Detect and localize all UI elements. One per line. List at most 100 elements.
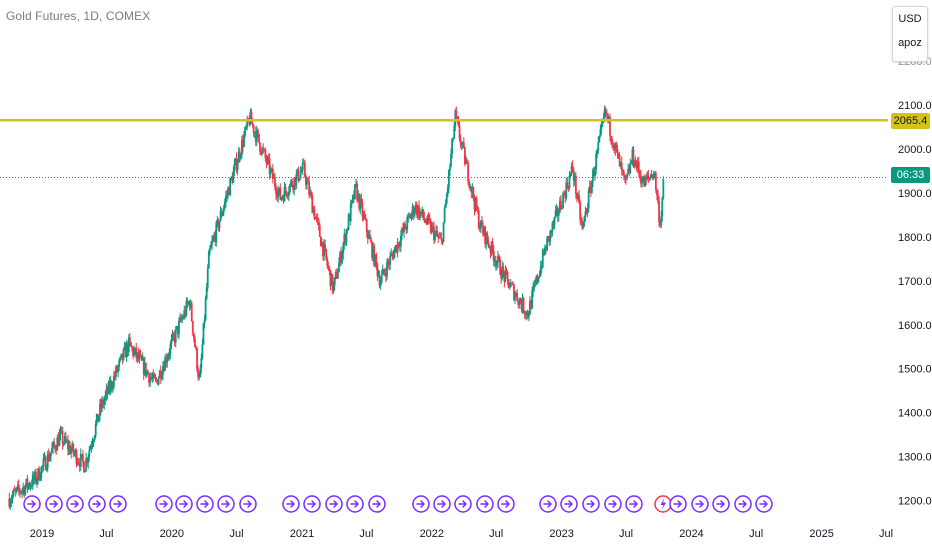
candle-body (430, 225, 433, 233)
candle-body (563, 193, 566, 195)
candle-body (216, 219, 219, 223)
candle-body (41, 465, 44, 468)
candle-body (122, 349, 125, 361)
candle-body (366, 232, 369, 239)
time-label: Jul (879, 528, 893, 540)
dividend-arrow-icon[interactable] (539, 495, 557, 513)
dividend-arrow-icon[interactable] (239, 495, 257, 513)
candle-body (473, 198, 476, 210)
time-axis[interactable]: 2019 Jul 2020 Jul 2021 Jul 2022 Jul 2023 Jul 2024 J… (30, 528, 893, 540)
candle-body (387, 261, 389, 264)
price-axis[interactable]: 2100.0 2000.0 1900.0 1800.0 1700.0 1600.0 1500… (898, 56, 932, 508)
candle-body (580, 219, 583, 222)
dividend-arrow-icon[interactable] (175, 495, 193, 513)
candle-body (13, 489, 16, 491)
candle-body (441, 240, 444, 242)
dividend-arrow-icon[interactable] (755, 495, 773, 513)
dividend-arrow-icon[interactable] (346, 495, 364, 513)
currency-usd-option[interactable]: USD (898, 13, 922, 25)
events-layer (23, 495, 773, 513)
candle-body (515, 293, 518, 296)
currency-menu[interactable]: USD apoz (892, 6, 928, 62)
dividend-arrow-icon[interactable] (66, 495, 84, 513)
candle-body (137, 352, 140, 360)
candle-body (347, 214, 350, 230)
candle-body (570, 166, 573, 174)
candle-body (482, 226, 484, 234)
candle-body (431, 225, 434, 227)
dividend-arrow-icon[interactable] (625, 495, 643, 513)
candle-body (322, 242, 324, 257)
candle-body (373, 245, 376, 266)
flash-icon[interactable] (654, 495, 672, 513)
dividend-arrow-icon[interactable] (560, 495, 578, 513)
candle-body (604, 108, 607, 113)
candle-body (600, 123, 603, 130)
dividend-arrow-icon[interactable] (454, 495, 472, 513)
candle-body (620, 162, 623, 170)
candle-body (627, 168, 630, 174)
dividend-arrow-icon[interactable] (217, 495, 235, 513)
candle-body (471, 187, 474, 193)
dividend-arrow-icon[interactable] (476, 495, 494, 513)
dividend-arrow-icon[interactable] (325, 495, 343, 513)
currency-apoz-option[interactable]: apoz (898, 37, 922, 49)
dividend-arrow-icon[interactable] (497, 495, 515, 513)
dividend-arrow-icon[interactable] (669, 495, 687, 513)
candle-body (519, 298, 522, 304)
candle-body (211, 241, 213, 246)
dividend-arrow-icon[interactable] (691, 495, 709, 513)
candle-body (176, 326, 179, 335)
candle-body (660, 216, 663, 226)
candle-body (547, 236, 550, 239)
candle-body (425, 222, 428, 224)
dividend-arrow-icon[interactable] (23, 495, 41, 513)
candle-body (132, 347, 134, 356)
candle-body (184, 310, 187, 316)
candle-body (12, 489, 15, 496)
candle-body (159, 370, 162, 379)
candle-body (115, 366, 117, 377)
candle-body (150, 377, 153, 379)
dividend-arrow-icon[interactable] (155, 495, 173, 513)
dividend-arrow-icon[interactable] (368, 495, 386, 513)
dividend-arrow-icon[interactable] (45, 495, 63, 513)
dividend-arrow-icon[interactable] (196, 495, 214, 513)
candle-body (345, 229, 348, 243)
candle-body (533, 284, 536, 288)
dividend-arrow-icon[interactable] (712, 495, 730, 513)
candle-body (10, 499, 13, 503)
candle-body (276, 194, 278, 198)
candle-body (278, 187, 281, 191)
candle-body (120, 353, 123, 358)
candle-body (208, 248, 211, 252)
candle-body (317, 220, 320, 226)
candle-body (632, 149, 635, 165)
dividend-arrow-icon[interactable] (734, 495, 752, 513)
candle-body (180, 317, 182, 321)
candle-body (90, 445, 93, 447)
candle-body (53, 441, 55, 446)
candle-body (219, 211, 222, 221)
candle-body (526, 311, 529, 318)
candle-body (334, 272, 337, 278)
dividend-arrow-icon[interactable] (282, 495, 300, 513)
dividend-arrow-icon[interactable] (303, 495, 321, 513)
candle-body (308, 181, 311, 195)
dividend-arrow-icon[interactable] (88, 495, 106, 513)
dividend-arrow-icon[interactable] (433, 495, 451, 513)
candle-body (577, 194, 579, 199)
candle-body (327, 265, 330, 268)
candle-body (595, 153, 598, 170)
time-label: Jul (230, 528, 244, 540)
candle-body (125, 343, 128, 358)
candle-body (452, 138, 455, 140)
candle-body (239, 154, 242, 159)
dividend-arrow-icon[interactable] (604, 495, 622, 513)
dividend-arrow-icon[interactable] (109, 495, 127, 513)
candle-body (17, 484, 20, 490)
dividend-arrow-icon[interactable] (582, 495, 600, 513)
dividend-arrow-icon[interactable] (412, 495, 430, 513)
candle-body (128, 337, 131, 343)
